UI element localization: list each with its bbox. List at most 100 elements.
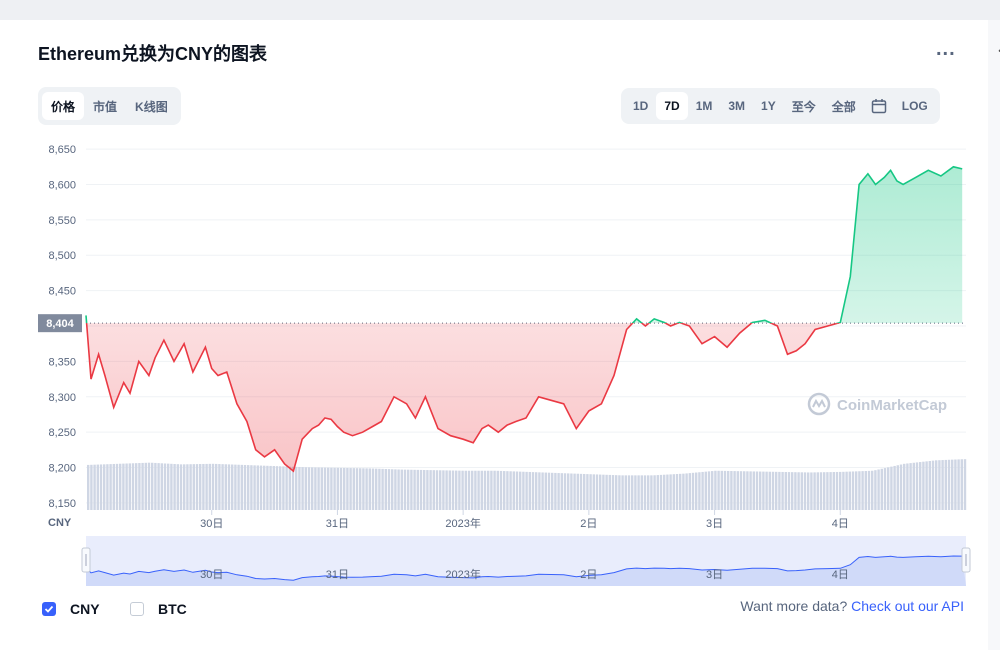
volume-bar: [330, 467, 333, 510]
volume-bar: [413, 469, 416, 510]
volume-bar: [375, 468, 378, 510]
volume-bar: [595, 474, 599, 510]
volume-bar: [256, 465, 259, 510]
volume-bar: [909, 463, 912, 510]
volume-bar: [906, 463, 909, 510]
volume-bar: [586, 474, 589, 510]
volume-bar: [295, 466, 298, 510]
volume-bar: [227, 464, 231, 510]
volume-bar: [282, 466, 285, 510]
volume-bar: [243, 464, 247, 510]
volume-bar: [144, 462, 147, 510]
volume-bar: [176, 464, 179, 510]
volume-bar: [762, 471, 765, 510]
volume-bar: [615, 475, 618, 510]
y-tick-label: 8,250: [48, 427, 76, 439]
volume-bar: [131, 463, 135, 510]
volume-bar: [90, 464, 93, 510]
api-link[interactable]: Check out our API: [851, 598, 964, 614]
volume-bar: [864, 470, 867, 510]
volume-bar: [579, 473, 583, 510]
volume-bar: [871, 470, 874, 510]
volume-bar: [397, 469, 400, 510]
volume-bar: [851, 471, 855, 510]
volume-bar: [445, 470, 448, 510]
range-1d[interactable]: 1D: [633, 99, 649, 113]
tab-price[interactable]: 价格: [42, 92, 85, 120]
volume-bar: [147, 462, 151, 510]
volume-bar: [547, 472, 551, 510]
volume-bar: [573, 473, 576, 510]
price-line-up: [85, 165, 963, 324]
volume-bar: [336, 467, 339, 510]
range-7d[interactable]: 7D: [656, 92, 688, 120]
y-tick-label: 8,300: [48, 392, 76, 404]
volume-bar: [525, 471, 528, 510]
navigator-tick-label: 2日: [580, 569, 597, 581]
volume-bar: [493, 470, 496, 510]
volume-bar: [509, 471, 512, 510]
volume-bar: [202, 463, 205, 510]
volume-bar: [346, 468, 349, 510]
volume-bar: [455, 470, 458, 510]
volume-bar: [551, 472, 554, 510]
btc-checkbox-label: BTC: [158, 601, 187, 617]
volume-bar: [189, 464, 192, 510]
calendar-icon[interactable]: [864, 92, 894, 120]
y-tick-label: 8,450: [48, 286, 76, 298]
volume-bar: [656, 475, 659, 510]
btc-checkbox[interactable]: BTC: [130, 601, 187, 617]
x-tick-label: 4日: [832, 518, 849, 530]
currency-axis-label: CNY: [48, 517, 72, 529]
volume-bar: [403, 469, 407, 510]
top-strip: [0, 0, 1000, 20]
range-all[interactable]: 全部: [831, 99, 856, 114]
checkbox-unchecked-icon[interactable]: [130, 602, 144, 616]
volume-bar: [416, 469, 419, 510]
volume-bar: [515, 471, 519, 510]
volume-bar: [576, 473, 579, 510]
volume-bar: [365, 468, 368, 510]
more-options-button[interactable]: ...: [936, 38, 956, 60]
volume-bar: [733, 471, 736, 510]
volume-bar: [845, 471, 848, 510]
y-tick-label: 8,650: [48, 144, 76, 156]
volume-bar: [935, 460, 938, 510]
checkbox-checked-icon[interactable]: [42, 602, 56, 616]
price-area: [86, 166, 963, 472]
volume-bar: [826, 472, 829, 510]
volume-bar: [666, 474, 669, 510]
volume-bar: [813, 472, 816, 510]
volume-bar: [819, 472, 823, 510]
range-navigator[interactable]: 30日 31日 2023年 2日 3日 4日: [81, 536, 971, 586]
volume-bar: [919, 462, 922, 510]
volume-bar: [163, 463, 167, 510]
range-1y[interactable]: 1Y: [761, 99, 776, 113]
volume-bar: [247, 465, 250, 510]
volume-bar: [554, 472, 557, 510]
navigator-tick-label: 4日: [832, 569, 849, 581]
page-title: Ethereum兑换为CNY的图表: [38, 44, 268, 64]
volume-bar: [410, 469, 413, 510]
log-scale-toggle[interactable]: LOG: [901, 99, 928, 113]
volume-bar: [170, 463, 173, 510]
range-ytd[interactable]: 至今: [791, 99, 816, 114]
volume-bar: [592, 474, 595, 510]
volume-bar: [698, 472, 701, 510]
volume-bar: [723, 470, 727, 510]
range-1m[interactable]: 1M: [695, 99, 713, 113]
range-3m[interactable]: 3M: [728, 99, 746, 113]
tab-market-cap[interactable]: 市值: [93, 99, 118, 114]
volume-bar: [832, 472, 835, 510]
x-tick-label: 31日: [326, 518, 349, 530]
navigator-tick-label: 31日: [326, 569, 349, 581]
volume-bar: [208, 463, 211, 510]
volume-bar: [874, 470, 877, 510]
volume-bar: [714, 470, 717, 510]
tab-candlestick[interactable]: K线图: [135, 99, 168, 114]
cny-checkbox[interactable]: CNY: [42, 601, 100, 617]
y-tick-label: 8,550: [48, 215, 76, 227]
x-tick-label: 30日: [200, 518, 223, 530]
volume-bar: [759, 471, 762, 510]
volume-bar: [583, 473, 586, 510]
